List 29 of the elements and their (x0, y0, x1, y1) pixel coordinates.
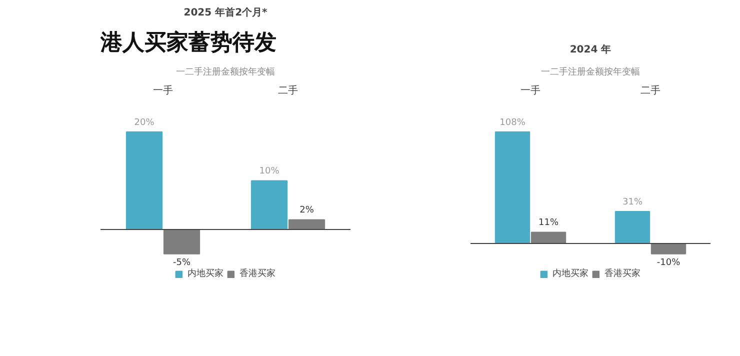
legend-label: 香港买家 (240, 268, 276, 280)
chart-subtitle: 一二手注册金额按年变幅 (176, 66, 275, 78)
chart-subtitle: 一二手注册金额按年变幅 (541, 66, 640, 78)
data-label: -10% (656, 258, 681, 268)
bar (126, 131, 163, 230)
bar (163, 229, 200, 254)
data-label: 2% (300, 206, 314, 216)
legend-label: 内地买家 (188, 268, 224, 280)
x-tick-label: 二手 (640, 84, 660, 96)
bar (530, 232, 566, 244)
x-tick-label: 一手 (153, 84, 173, 96)
data-label: 108% (500, 118, 526, 128)
data-label: -5% (172, 258, 191, 268)
data-label: 31% (622, 198, 643, 208)
chart-title: 2025 年首2个月* (184, 6, 268, 18)
legend-label: 内地买家 (552, 268, 588, 280)
x-tick-label: 一手 (520, 84, 540, 96)
bar (494, 131, 530, 244)
bar (614, 211, 650, 244)
bar (288, 219, 326, 230)
bar (250, 180, 288, 230)
data-label: 20% (134, 118, 155, 128)
data-label: 11% (538, 218, 559, 228)
bar (650, 243, 686, 254)
data-label: 10% (259, 166, 280, 177)
legend-label: 香港买家 (604, 268, 640, 280)
text: 港人买家蓄势待发 (100, 30, 276, 56)
chart-title: 2024 年 (570, 44, 612, 56)
x-tick-label: 二手 (278, 84, 298, 96)
